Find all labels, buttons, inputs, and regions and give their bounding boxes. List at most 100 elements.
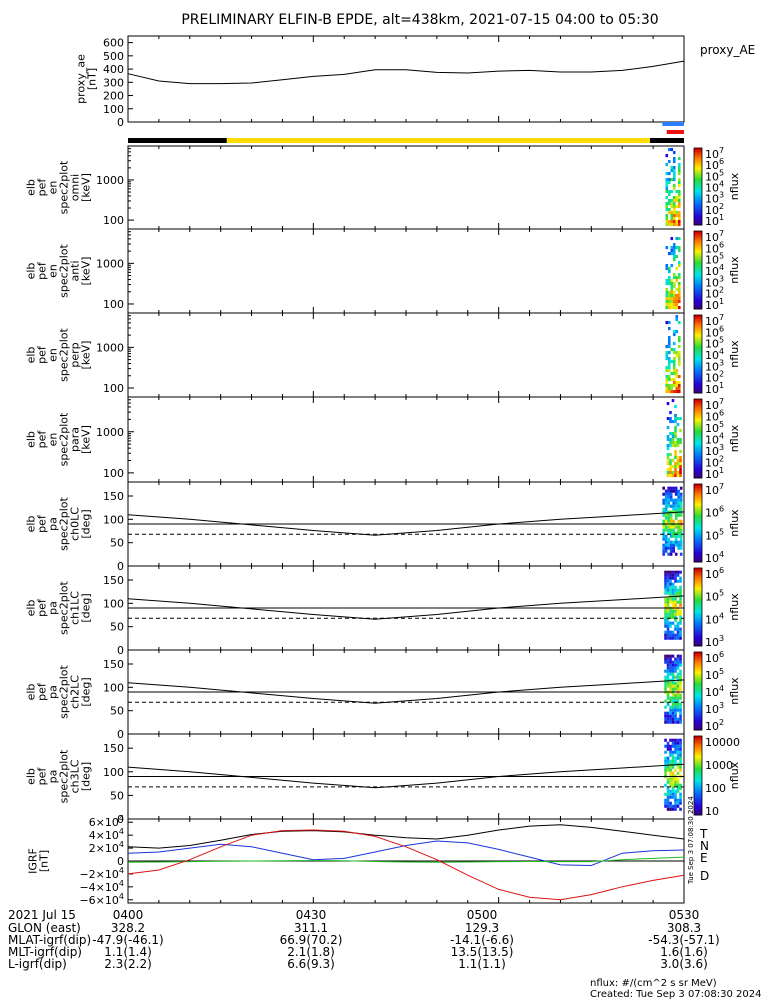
pitch-angle-cell bbox=[664, 540, 668, 544]
pitch-angle-cell bbox=[669, 612, 672, 616]
pitch-angle-cell bbox=[671, 807, 675, 811]
pitch-angle-cell bbox=[672, 549, 675, 553]
footer-date: 2021 Jul 15 bbox=[8, 908, 76, 922]
pitch-angle-cell bbox=[679, 654, 682, 658]
spectrogram-cell bbox=[674, 453, 677, 457]
colorbar-cell bbox=[694, 610, 702, 614]
spectrogram-cell bbox=[675, 279, 679, 283]
spectrogram-cell bbox=[677, 273, 681, 277]
pitch-angle-cell bbox=[679, 636, 682, 640]
pitch-angle-cell bbox=[666, 660, 670, 664]
spectrogram-cell bbox=[674, 420, 677, 424]
spectrogram-cell bbox=[665, 351, 669, 355]
colorbar-cell bbox=[694, 273, 702, 277]
spectrogram-cell bbox=[672, 208, 676, 212]
pitch-angle-cell bbox=[674, 501, 678, 505]
pitch-angle-cell bbox=[674, 609, 677, 613]
colorbar-cell bbox=[694, 363, 702, 367]
spectrogram-cell bbox=[669, 471, 672, 475]
colorbar-cell bbox=[694, 234, 702, 238]
pitch-angle-cell bbox=[674, 780, 677, 784]
spectrogram-cell bbox=[665, 291, 669, 295]
pitch-angle-cell bbox=[669, 762, 672, 766]
pitch-angle-cell bbox=[664, 681, 667, 685]
colorbar-cell bbox=[694, 569, 702, 573]
colorbar-cell bbox=[694, 456, 702, 459]
colorbar-frame bbox=[693, 483, 703, 563]
spectrogram-cell bbox=[670, 291, 674, 295]
colorbar-cell bbox=[694, 231, 702, 234]
ylabel-line: [deg] bbox=[80, 762, 93, 791]
colorbar-cell bbox=[694, 745, 702, 749]
pitch-angle-cell bbox=[679, 609, 682, 613]
colorbar-tick-label: 107 bbox=[705, 313, 724, 328]
pitch-angle-cell bbox=[669, 699, 672, 703]
pitch-angle-cell bbox=[677, 489, 680, 493]
spectrogram-cell bbox=[665, 184, 669, 188]
pitch-angle-cell bbox=[679, 795, 682, 799]
pitch-angle-cell bbox=[667, 501, 670, 505]
colorbar-tick-label: 101 bbox=[705, 213, 724, 228]
colorbar-cell bbox=[694, 404, 702, 408]
pitch-angle-cell bbox=[662, 537, 665, 541]
colorbar-cell bbox=[694, 775, 702, 778]
colorbar-cell bbox=[694, 587, 702, 590]
pitch-angle-cell bbox=[679, 801, 682, 805]
ylabel-line: spec2plot bbox=[58, 665, 71, 719]
spectrogram-cell bbox=[672, 348, 676, 352]
pitch-angle-cell bbox=[679, 612, 682, 616]
colorbar-cell bbox=[694, 781, 702, 784]
pitch-angle-cell bbox=[666, 666, 670, 670]
spectrogram-cell bbox=[677, 237, 681, 241]
colorbar-cell bbox=[694, 350, 702, 353]
ylabel-line: [deg] bbox=[80, 677, 93, 706]
pitch-angle-cell bbox=[664, 519, 668, 523]
colorbar-cell bbox=[694, 534, 702, 538]
pitch-angle-cell bbox=[669, 663, 672, 667]
pitch-angle-cell bbox=[679, 675, 682, 679]
pitch-angle-cell bbox=[669, 516, 673, 520]
spectrogram-cell bbox=[670, 252, 674, 256]
spectrogram-cell bbox=[677, 223, 681, 227]
spectrogram-cell bbox=[672, 214, 676, 218]
pitch-angle-cell bbox=[664, 798, 667, 802]
pitch-angle-cell bbox=[669, 579, 672, 583]
pitch-angle-cell bbox=[664, 573, 667, 577]
ylabel-line: elb bbox=[25, 263, 38, 280]
pitch-angle-cell bbox=[664, 804, 667, 808]
spectrogram-cell bbox=[666, 438, 670, 442]
pitch-angle-cell bbox=[664, 528, 668, 532]
y-tick-label: 50 bbox=[110, 537, 124, 550]
pitch-angle-cell bbox=[671, 630, 675, 634]
pitch-angle-cell bbox=[676, 717, 680, 721]
y-tick-label: 6×104 bbox=[89, 814, 124, 829]
pitch-angle-cell bbox=[667, 546, 670, 550]
spectrogram-cell bbox=[667, 384, 671, 388]
spectrogram-cell bbox=[665, 366, 669, 370]
pitch-angle-cell bbox=[676, 687, 680, 691]
colorbar-tick-label: 104 bbox=[705, 432, 724, 447]
pitch-angle-cell bbox=[664, 615, 667, 619]
ylabel-line: [keV] bbox=[80, 425, 93, 454]
spectrogram-cell bbox=[677, 246, 681, 250]
colorbar-cell bbox=[694, 194, 702, 197]
pitch-angle-cell bbox=[669, 747, 672, 751]
spectrogram-cell bbox=[667, 369, 671, 373]
spectrogram-cell bbox=[677, 384, 681, 388]
pitch-angle-cell bbox=[669, 633, 672, 637]
pitch-angle-cell bbox=[664, 579, 667, 583]
pitch-angle-cell bbox=[666, 579, 670, 583]
spectrogram-cell bbox=[667, 276, 671, 280]
colorbar-cell bbox=[694, 777, 702, 780]
colorbar-cell bbox=[694, 659, 702, 663]
pitch-angle-cell bbox=[671, 714, 675, 718]
colorbar-cell bbox=[694, 277, 702, 281]
pitch-angle-cell bbox=[664, 600, 667, 604]
pitch-angle-cell bbox=[674, 534, 678, 538]
pitch-angle-cell bbox=[669, 489, 673, 493]
pitch-angle-cell bbox=[671, 756, 675, 760]
spectrogram-cell bbox=[667, 160, 671, 164]
pitch-angle-cell bbox=[672, 540, 675, 544]
